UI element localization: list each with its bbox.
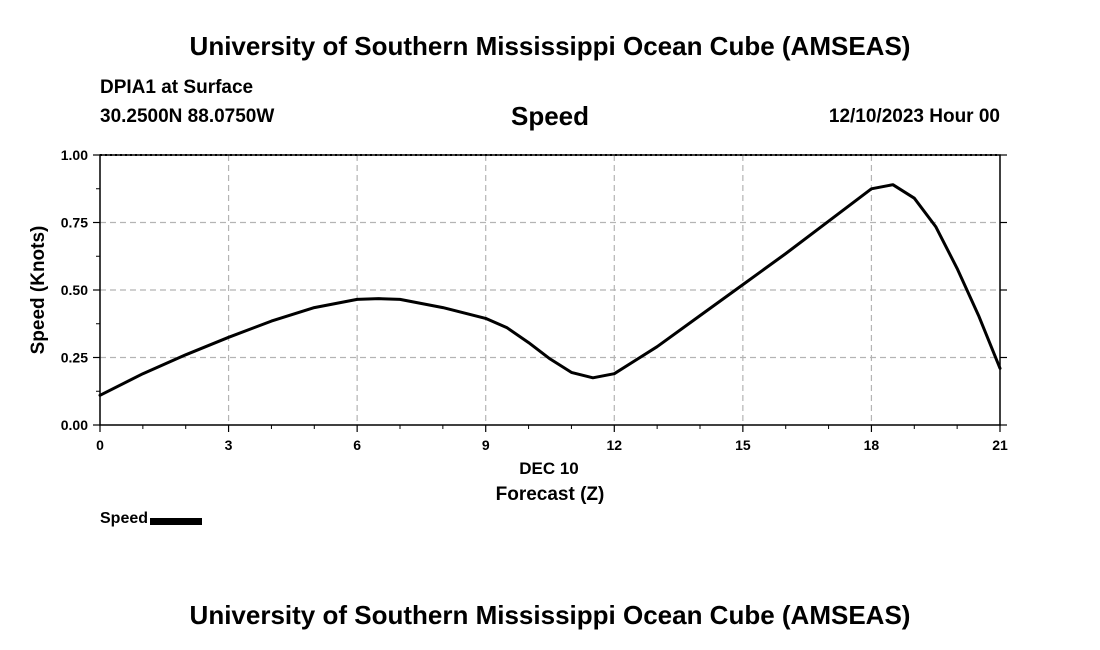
- x-axis-date-label: DEC 10: [519, 459, 579, 478]
- y-tick-label: 0.75: [61, 215, 88, 231]
- speed-series-line: [98, 183, 1002, 397]
- plot-title: Speed: [510, 101, 590, 131]
- axis-ticks: [93, 154, 1007, 432]
- chart-title: University of Southern Mississippi Ocean…: [189, 31, 911, 61]
- x-tick-label: 12: [606, 437, 622, 453]
- y-axis-title: Speed (Knots): [28, 226, 49, 355]
- x-tick-label: 3: [225, 437, 233, 453]
- legend-line-swatch: [150, 517, 203, 525]
- x-tick-label: 21: [992, 437, 1008, 453]
- x-tick-label: 0: [96, 437, 104, 453]
- y-tick-label: 0.00: [61, 417, 88, 433]
- footer-title: University of Southern Mississippi Ocean…: [189, 600, 911, 630]
- axis-tick-labels: 0 3 6 9 12 15 18 21 0.00 0.25 0.50 0.75 1.00: [61, 147, 1008, 453]
- x-axis-title: Forecast (Z): [496, 484, 605, 505]
- y-tick-label: 0.50: [61, 282, 88, 298]
- station-label: DPIA1 at Surface: [100, 77, 254, 98]
- forecast-datetime: 12/10/2023 Hour 00: [828, 106, 1000, 127]
- y-tick-label: 0.25: [61, 350, 88, 366]
- x-tick-label: 18: [864, 437, 880, 453]
- y-tick-label: 1.00: [61, 147, 88, 163]
- x-tick-label: 9: [482, 437, 490, 453]
- legend-label: Speed: [100, 510, 149, 527]
- coordinates-label: 30.2500N 88.0750W: [100, 106, 275, 127]
- x-tick-label: 15: [735, 437, 751, 453]
- x-tick-label: 6: [353, 437, 361, 453]
- legend: Speed: [100, 510, 203, 528]
